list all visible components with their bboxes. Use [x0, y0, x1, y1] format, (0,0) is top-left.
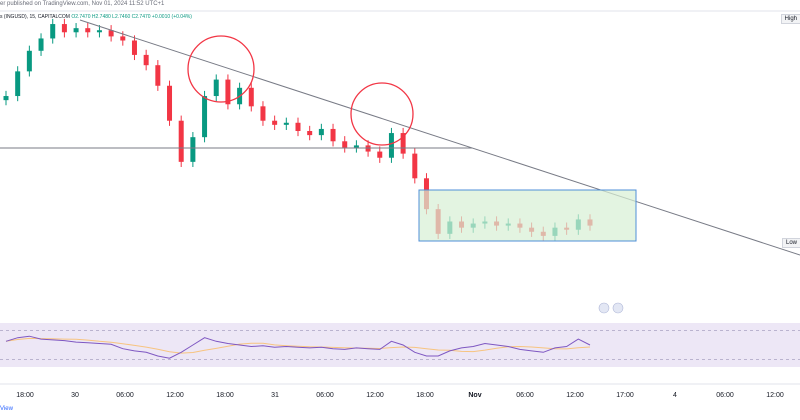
candle-body	[178, 120, 184, 162]
candle-body	[50, 24, 56, 39]
time-tick-label: 4	[673, 392, 677, 399]
candle-body	[213, 79, 219, 97]
candle-body	[260, 106, 266, 121]
candle-body	[202, 96, 208, 138]
candle-body	[307, 131, 313, 136]
rsi-pane	[0, 323, 800, 367]
candle-body	[96, 30, 102, 33]
candle-body	[155, 65, 161, 86]
candle-body	[330, 128, 336, 142]
time-tick-label: 30	[71, 392, 79, 399]
rsi-ma-line	[5, 337, 591, 354]
candle-body	[61, 24, 67, 33]
candle-body	[108, 30, 114, 37]
brand-text[interactable]: View	[0, 406, 13, 412]
low-label: Low	[781, 238, 800, 248]
rsi-band	[0, 323, 800, 367]
time-tick-label: 06:00	[716, 392, 734, 399]
time-tick-label: 18:00	[216, 392, 234, 399]
time-axis: 18:00 30 06:00 12:00 18:00 31 06:00 12:00 18:00 N…	[0, 383, 800, 399]
candle-body	[377, 151, 383, 158]
candle-body	[73, 28, 79, 33]
trendline	[79, 19, 800, 256]
candle-body	[353, 145, 359, 148]
candle-body	[131, 40, 137, 55]
candle-body	[248, 87, 254, 107]
time-tick-label: Nov	[468, 392, 481, 399]
time-tick-label: 12:00	[566, 392, 584, 399]
candle-body	[3, 96, 9, 101]
time-tick-label: 18:00	[416, 392, 434, 399]
candle-body	[143, 54, 149, 66]
symbol-legend: s (INGUSD), 15, CAPITALCOM O2.7470 H2.74…	[0, 14, 192, 20]
time-tick-label: 12:00	[366, 392, 384, 399]
highlight-circle	[187, 35, 255, 103]
candle-body	[318, 128, 324, 136]
candle-body	[412, 153, 418, 179]
flag-icon	[598, 302, 610, 314]
candle-body	[342, 141, 348, 148]
time-tick-label: 18:00	[16, 392, 34, 399]
time-tick-label: 06:00	[516, 392, 534, 399]
time-tick-label: 12:00	[766, 392, 784, 399]
time-tick-label: 06:00	[116, 392, 134, 399]
published-by-text: er published on TradingView.com, Nov 01,…	[0, 1, 165, 7]
candle-body	[38, 38, 44, 51]
candle-body	[295, 122, 301, 131]
candle-body	[120, 36, 126, 41]
candle-body	[26, 50, 32, 72]
high-label: High	[780, 14, 800, 24]
candle-body	[400, 133, 406, 154]
candle-body	[190, 137, 196, 162]
range-box	[418, 189, 637, 242]
candle-body	[85, 28, 91, 33]
highlight-circle	[350, 82, 414, 146]
candle-body	[167, 85, 173, 121]
time-tick-label: 31	[271, 392, 279, 399]
flag-icon	[612, 302, 624, 314]
rsi-line	[5, 335, 591, 359]
time-tick-label: 12:00	[166, 392, 184, 399]
drawings-layer	[0, 19, 800, 314]
candle-body	[388, 133, 394, 158]
ohlc-values: O2.7470 H2.7480 L2.7460 C2.7470 +0.0010 …	[71, 14, 192, 20]
symbol-name[interactable]: s (INGUSD), 15, CAPITALCOM	[0, 14, 70, 20]
time-tick-label: 17:00	[616, 392, 634, 399]
candle-body	[15, 71, 21, 97]
candle-body	[283, 122, 289, 125]
candle-body	[225, 79, 231, 105]
publish-header: er published on TradingView.com, Nov 01,…	[0, 0, 800, 10]
time-tick-label: 06:00	[316, 392, 334, 399]
candle-body	[272, 120, 278, 125]
